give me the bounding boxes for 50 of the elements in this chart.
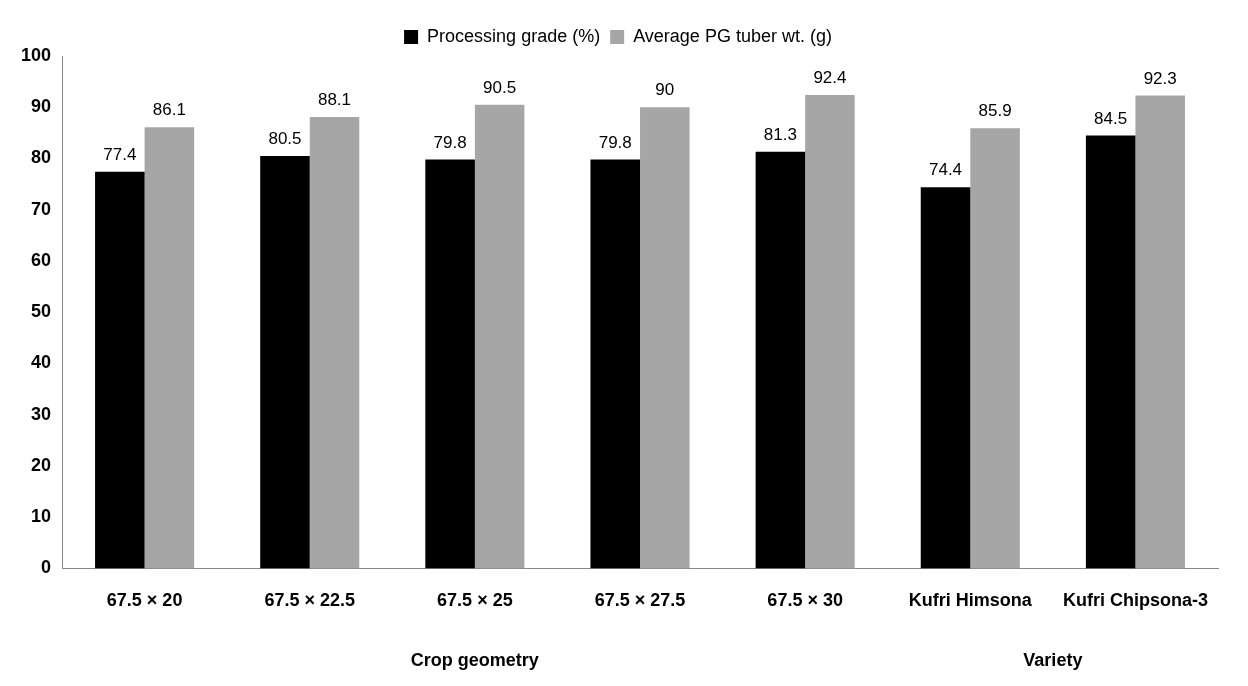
bar	[95, 171, 145, 569]
x-tick-label: 67.5 × 22.5	[264, 590, 356, 611]
y-tick-label: 10	[31, 506, 52, 527]
text: Crop geometry	[410, 650, 539, 670]
text: Variety	[1023, 650, 1083, 670]
data-label: 74.4	[928, 160, 963, 180]
data-label: 86.1	[152, 100, 186, 120]
y-tick-label: 0	[41, 557, 52, 578]
y-tick-label: 90	[31, 96, 52, 117]
data-label: 92.4	[813, 68, 847, 88]
data-label: 90	[655, 80, 675, 100]
bar	[260, 155, 310, 569]
bar	[474, 104, 525, 569]
bar	[425, 159, 475, 569]
x-tick-label: Kufri Himsona	[908, 590, 1033, 611]
y-tick-label: 50	[31, 301, 52, 322]
y-tick-label: 20	[31, 454, 52, 475]
y-tick-label: 60	[31, 249, 52, 270]
bar	[590, 159, 641, 569]
y-tick-label: 40	[31, 352, 52, 373]
data-label: 90.5	[483, 77, 517, 97]
x-tick-label: 67.5 × 27.5	[594, 590, 686, 611]
bar	[309, 116, 360, 569]
data-label: 80.5	[268, 129, 302, 149]
x-tick-label: 67.5 × 25	[437, 590, 513, 611]
bar	[920, 187, 971, 569]
y-tick-label: 100	[20, 44, 52, 65]
y-tick-label: 30	[31, 403, 52, 424]
x-tick-label: 67.5 × 30	[767, 590, 843, 611]
data-label: 85.9	[978, 101, 1012, 121]
legend-label: Average PG tuber wt. (g)	[633, 25, 832, 46]
bar	[640, 107, 690, 569]
bar	[1135, 95, 1185, 569]
x-tick-label: 67.5 × 20	[106, 590, 183, 611]
bar	[755, 151, 806, 569]
data-label: 81.3	[763, 125, 797, 145]
data-label: 84.5	[1094, 108, 1128, 128]
data-label: 79.8	[433, 132, 467, 152]
bar	[805, 94, 855, 569]
data-label: 77.4	[103, 144, 137, 164]
y-tick-label: 70	[31, 198, 52, 219]
legend-label: Processing grade (%)	[427, 25, 601, 46]
bar	[1085, 135, 1136, 569]
y-tick-label: 80	[31, 147, 52, 168]
data-label: 88.1	[317, 90, 352, 110]
bar	[144, 127, 195, 569]
x-tick-label: Kufri Chipsona-3	[1062, 590, 1208, 611]
data-label: 79.8	[598, 132, 632, 152]
data-label: 92.3	[1143, 68, 1177, 88]
bar	[970, 128, 1020, 569]
